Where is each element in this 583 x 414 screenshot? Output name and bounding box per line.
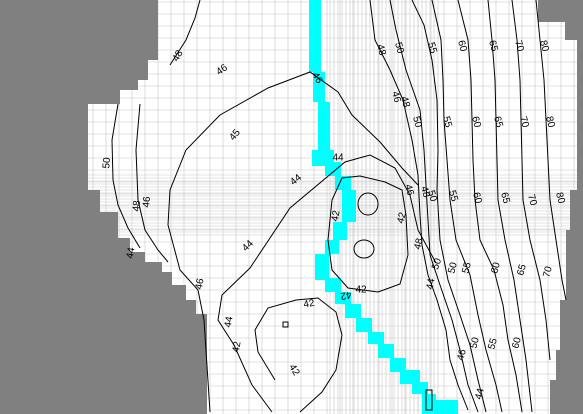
contour-line — [457, 0, 523, 413]
contour-label: 70 — [541, 265, 555, 279]
river-cell — [412, 382, 428, 394]
contour-label: 60 — [489, 261, 503, 275]
contour-label: 48 — [374, 43, 388, 57]
contour-label: 60 — [455, 39, 469, 53]
contour-line — [353, 239, 375, 259]
contour-label: 80 — [553, 191, 567, 205]
contour-label: 65 — [491, 115, 505, 129]
contour-line — [357, 192, 379, 216]
contour-label: 48 — [418, 185, 432, 199]
contour-label: 48 — [131, 200, 143, 212]
river-cell — [378, 344, 394, 358]
contour-label: 48 — [171, 48, 186, 64]
contour-label: 65 — [498, 191, 512, 205]
contour-label: 46 — [402, 183, 416, 197]
contour-label: 50 — [101, 157, 113, 169]
contour-label: 65 — [486, 39, 500, 53]
contour-label: 55 — [425, 41, 439, 55]
river-cell — [315, 254, 329, 280]
contour-label: 50 — [392, 41, 406, 55]
river-cell — [342, 190, 356, 222]
contour-label: 55 — [486, 337, 500, 351]
contour-line — [535, 0, 567, 301]
river-cell — [325, 240, 339, 254]
contour-label: 70 — [525, 193, 539, 207]
river-cell — [400, 370, 420, 384]
contour-label: 60 — [469, 115, 483, 129]
contour-label: 44 — [332, 153, 344, 164]
river-cell — [422, 394, 436, 414]
contour-label: 44 — [473, 387, 487, 401]
contour-label: 55 — [446, 189, 460, 203]
contour-line — [327, 175, 409, 293]
contour-line — [217, 154, 437, 413]
contour-line — [431, 0, 503, 413]
contour-line — [511, 0, 551, 361]
river-cell — [335, 176, 351, 190]
river-cell — [313, 72, 325, 102]
contour-label: 44 — [425, 277, 438, 290]
contour-label: 48 — [412, 237, 426, 251]
contour-label: 50 — [425, 189, 439, 203]
river-cell — [309, 30, 321, 72]
contour-line — [389, 0, 479, 413]
contour-label: 48 — [398, 95, 412, 109]
contour-line — [425, 389, 433, 411]
contour-label: 60 — [470, 191, 484, 205]
contour-label: 42 — [395, 211, 409, 225]
contour-label: 50 — [446, 261, 460, 275]
river-cell — [318, 102, 330, 150]
contour-label: 44 — [223, 315, 236, 328]
contour-label: 42 — [303, 298, 316, 311]
river-cell — [345, 304, 361, 318]
contour-label: 42 — [339, 288, 352, 301]
contour-line — [254, 297, 343, 413]
contour-line — [167, 71, 419, 413]
contour-label: 65 — [515, 263, 529, 277]
contour-label: 46 — [455, 348, 469, 362]
river-cell — [325, 162, 341, 176]
contour-label: 70 — [517, 115, 531, 129]
river-cells — [309, 0, 458, 414]
contour-label: 55 — [440, 115, 454, 129]
river-cell — [356, 318, 372, 332]
contour-line — [487, 0, 533, 413]
contour-label: 42 — [231, 340, 244, 353]
contour-label: 46 — [141, 196, 153, 208]
contour-line — [169, 0, 201, 66]
river-cell — [335, 292, 351, 304]
contour-label: 42 — [330, 209, 343, 222]
contour-label: 60 — [510, 336, 524, 350]
contour-line — [111, 103, 141, 249]
contour-label: 55 — [460, 261, 474, 275]
contour-label: 80 — [543, 115, 557, 129]
contour-label: 46 — [389, 90, 403, 104]
contour-label: 44 — [125, 246, 138, 259]
river-cell — [436, 400, 458, 414]
contour-label: 70 — [512, 39, 526, 53]
contour-line — [411, 0, 487, 413]
contour-line — [282, 321, 289, 328]
contour-label: 42 — [286, 363, 301, 379]
river-cell — [390, 358, 406, 372]
river-cell — [333, 222, 347, 240]
contour-label: 50 — [430, 257, 444, 272]
contour-label: 50 — [410, 115, 424, 129]
contour-label: 50 — [468, 336, 482, 350]
river-cell — [309, 0, 321, 30]
contour-line — [135, 103, 169, 263]
contour-line — [369, 0, 469, 411]
contour-label: 46 — [309, 71, 324, 87]
contour-lines — [111, 0, 567, 413]
contour-label: 46 — [194, 277, 207, 290]
contour-label: 42 — [355, 285, 367, 296]
inactive-cells-west — [0, 0, 207, 414]
contour-label: 80 — [537, 39, 551, 53]
river-cell — [325, 278, 341, 292]
inactive-cells-east — [538, 0, 583, 414]
river-cell — [368, 332, 384, 344]
